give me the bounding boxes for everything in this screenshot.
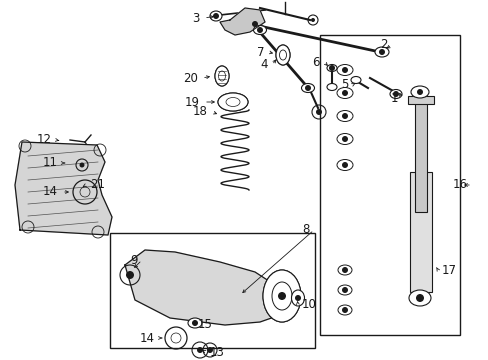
- Ellipse shape: [215, 66, 228, 86]
- Circle shape: [341, 287, 347, 293]
- Circle shape: [341, 113, 347, 119]
- Circle shape: [315, 109, 321, 115]
- Circle shape: [192, 320, 198, 326]
- Ellipse shape: [336, 64, 352, 76]
- Circle shape: [341, 267, 347, 273]
- Ellipse shape: [275, 45, 289, 65]
- Circle shape: [251, 21, 258, 27]
- Text: 2: 2: [380, 39, 387, 51]
- Circle shape: [416, 89, 422, 95]
- Ellipse shape: [337, 265, 351, 275]
- Ellipse shape: [336, 87, 352, 99]
- Text: 4: 4: [260, 58, 267, 72]
- Ellipse shape: [410, 86, 428, 98]
- Bar: [409, 172, 431, 292]
- Ellipse shape: [336, 134, 352, 144]
- Text: 16: 16: [452, 179, 467, 192]
- Ellipse shape: [253, 26, 266, 35]
- Ellipse shape: [336, 111, 352, 122]
- Ellipse shape: [263, 270, 301, 322]
- Polygon shape: [15, 142, 112, 235]
- Text: 20: 20: [183, 72, 198, 85]
- Text: 17: 17: [441, 264, 456, 276]
- Text: 6: 6: [312, 55, 319, 68]
- Circle shape: [206, 347, 213, 353]
- Circle shape: [305, 85, 310, 91]
- Ellipse shape: [336, 159, 352, 171]
- Text: 3: 3: [192, 12, 200, 24]
- Text: 5: 5: [340, 78, 347, 91]
- Circle shape: [294, 295, 301, 301]
- Polygon shape: [220, 8, 264, 35]
- Circle shape: [341, 136, 347, 142]
- Ellipse shape: [408, 290, 430, 306]
- Circle shape: [341, 67, 347, 73]
- Ellipse shape: [326, 84, 336, 90]
- Ellipse shape: [279, 50, 286, 60]
- Ellipse shape: [218, 93, 247, 111]
- Circle shape: [310, 18, 314, 22]
- Circle shape: [213, 13, 219, 19]
- Text: 21: 21: [90, 179, 105, 192]
- Bar: [319, 35, 459, 335]
- Text: 14: 14: [43, 185, 58, 198]
- Circle shape: [415, 294, 423, 302]
- Ellipse shape: [326, 64, 336, 72]
- Text: 13: 13: [209, 346, 224, 359]
- Ellipse shape: [275, 45, 289, 65]
- Text: 12: 12: [37, 134, 52, 147]
- Circle shape: [257, 27, 263, 33]
- Ellipse shape: [291, 290, 304, 306]
- Circle shape: [378, 49, 384, 55]
- Ellipse shape: [218, 71, 225, 81]
- Ellipse shape: [271, 282, 291, 310]
- Ellipse shape: [301, 84, 314, 93]
- Text: 19: 19: [184, 95, 200, 108]
- Ellipse shape: [225, 98, 240, 107]
- Ellipse shape: [187, 318, 202, 328]
- Ellipse shape: [263, 270, 301, 322]
- Text: 18: 18: [193, 105, 207, 118]
- Bar: [110, 233, 314, 348]
- Text: 9: 9: [130, 253, 138, 266]
- Text: 7: 7: [256, 45, 264, 58]
- Circle shape: [278, 292, 285, 300]
- Circle shape: [392, 91, 398, 97]
- Circle shape: [197, 347, 203, 353]
- Text: 10: 10: [302, 298, 316, 311]
- Circle shape: [328, 65, 334, 71]
- Circle shape: [341, 162, 347, 168]
- Circle shape: [341, 90, 347, 96]
- Ellipse shape: [389, 90, 401, 99]
- Text: 8: 8: [302, 224, 309, 237]
- Circle shape: [80, 162, 84, 167]
- Ellipse shape: [374, 47, 388, 57]
- Ellipse shape: [350, 77, 360, 84]
- Text: 1: 1: [390, 91, 397, 104]
- Ellipse shape: [218, 93, 247, 111]
- Ellipse shape: [337, 305, 351, 315]
- Circle shape: [341, 307, 347, 313]
- Circle shape: [126, 271, 134, 279]
- Bar: [407, 96, 433, 104]
- Ellipse shape: [215, 66, 228, 86]
- Text: 14: 14: [140, 332, 155, 345]
- Text: 11: 11: [43, 157, 58, 170]
- Ellipse shape: [247, 19, 262, 29]
- Ellipse shape: [337, 285, 351, 295]
- Polygon shape: [125, 250, 285, 325]
- Ellipse shape: [209, 11, 222, 21]
- Text: 15: 15: [198, 319, 212, 332]
- Bar: [414, 102, 426, 212]
